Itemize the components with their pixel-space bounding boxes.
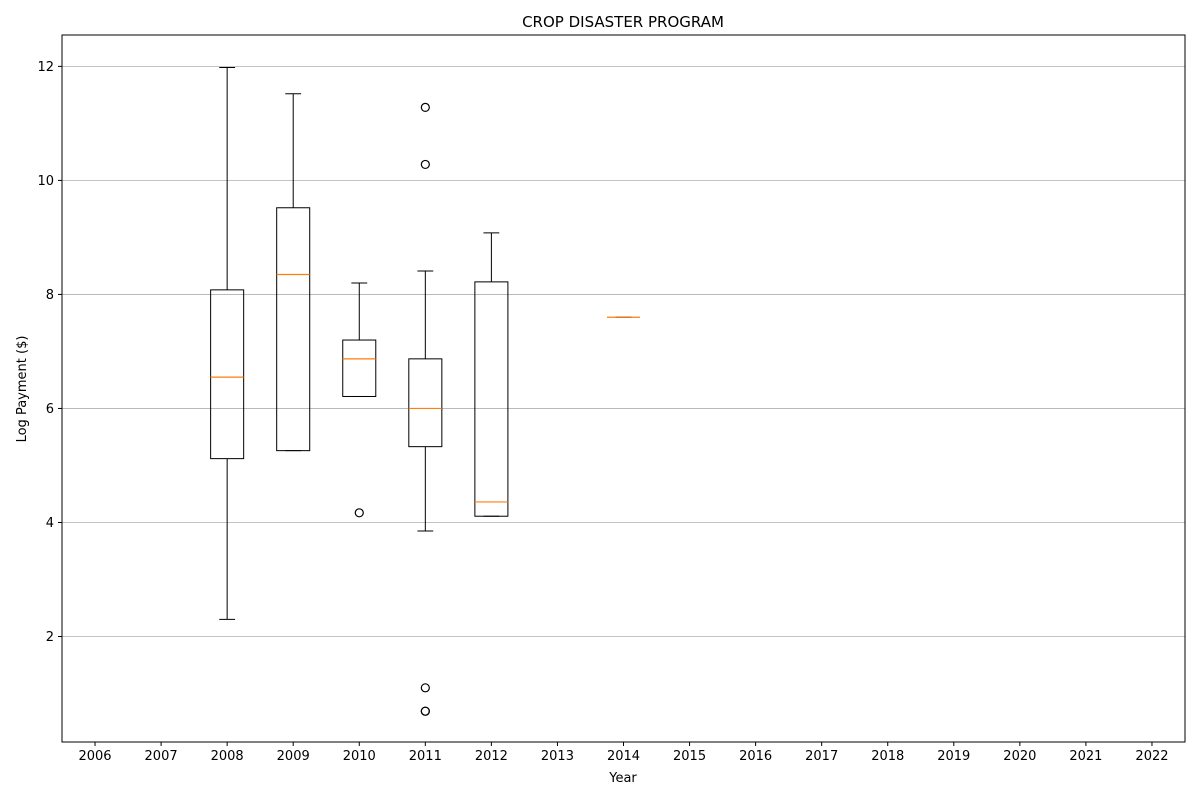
x-tick-label: 2019 [937, 749, 970, 764]
x-tick-label: 2011 [409, 749, 442, 764]
grid-lines [62, 65, 1185, 637]
y-tick-label: 10 [37, 174, 54, 189]
box-2009 [276, 93, 311, 452]
y-tick-label: 12 [37, 60, 54, 75]
y-tick-label: 4 [46, 516, 54, 531]
box-2008 [210, 66, 245, 620]
x-tick-label: 2009 [277, 749, 310, 764]
x-tick-label: 2017 [805, 749, 838, 764]
y-tick-label: 6 [46, 402, 54, 417]
x-axis-ticks: 2006 2007 2008 2009 2010 2011 2012 2013 2014 2015… [78, 742, 1169, 764]
x-tick-label: 2012 [475, 749, 508, 764]
chart-title: CROP DISASTER PROGRAM [522, 13, 724, 31]
outlier-point [354, 508, 364, 518]
x-tick-label: 2020 [1003, 749, 1036, 764]
y-tick-label: 8 [46, 288, 54, 303]
box-2010 [342, 282, 377, 518]
box-2011 [408, 102, 443, 716]
y-axis-ticks: 2 4 6 8 10 12 [37, 60, 62, 645]
x-tick-label: 2018 [871, 749, 904, 764]
outlier-point [420, 159, 430, 170]
x-tick-label: 2014 [607, 749, 640, 764]
iqr-box [210, 289, 245, 460]
x-tick-label: 2007 [145, 749, 178, 764]
x-axis-label: Year [608, 771, 637, 786]
x-tick-label: 2010 [343, 749, 376, 764]
box-series [210, 66, 641, 716]
iqr-box [474, 281, 509, 517]
y-tick-label: 2 [46, 630, 54, 645]
x-tick-label: 2022 [1135, 749, 1168, 764]
x-tick-label: 2013 [541, 749, 574, 764]
outlier-point [420, 683, 430, 693]
x-tick-label: 2008 [211, 749, 244, 764]
iqr-box [276, 207, 311, 452]
outlier-point [420, 102, 430, 113]
x-tick-label: 2006 [78, 749, 111, 764]
iqr-box [408, 358, 443, 448]
iqr-box [342, 339, 377, 397]
box-2012 [474, 232, 509, 517]
y-axis-label: Log Payment ($) [15, 336, 30, 443]
x-tick-label: 2015 [673, 749, 706, 764]
outlier-point [420, 706, 430, 716]
x-tick-label: 2021 [1069, 749, 1102, 764]
plot-frame [61, 34, 1186, 743]
x-tick-label: 2016 [739, 749, 772, 764]
